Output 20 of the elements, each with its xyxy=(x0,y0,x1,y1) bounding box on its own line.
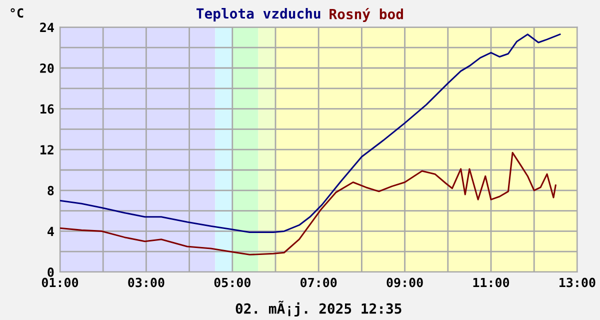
x-tick-label: 11:00 xyxy=(473,278,510,288)
y-tick-label: 20 xyxy=(40,63,54,73)
line-series xyxy=(60,34,561,233)
text: Rosný bod xyxy=(330,8,403,22)
x-axis-title: 02. mÃ¡j. 2025 12:35 xyxy=(236,300,402,316)
y-tick-label: 0 xyxy=(48,267,54,277)
line-series xyxy=(60,152,556,256)
x-tick-label: 09:00 xyxy=(386,278,423,288)
x-tick-label: 03:00 xyxy=(128,278,164,288)
x-tick-label: 05:00 xyxy=(214,278,250,288)
x-tick-label: 07:00 xyxy=(300,278,337,288)
text: Teplota vzduchu xyxy=(196,8,320,22)
y-tick-label: 24 xyxy=(40,22,54,32)
y-axis-title: °C xyxy=(10,8,24,18)
y-tick-label: 16 xyxy=(40,104,54,114)
x-tick-label: 01:00 xyxy=(42,278,78,288)
y-tick-label: 4 xyxy=(48,226,54,236)
x-tick-label: 13:00 xyxy=(560,278,596,288)
y-tick-label: 12 xyxy=(40,145,54,154)
y-tick-label: 8 xyxy=(48,186,54,196)
